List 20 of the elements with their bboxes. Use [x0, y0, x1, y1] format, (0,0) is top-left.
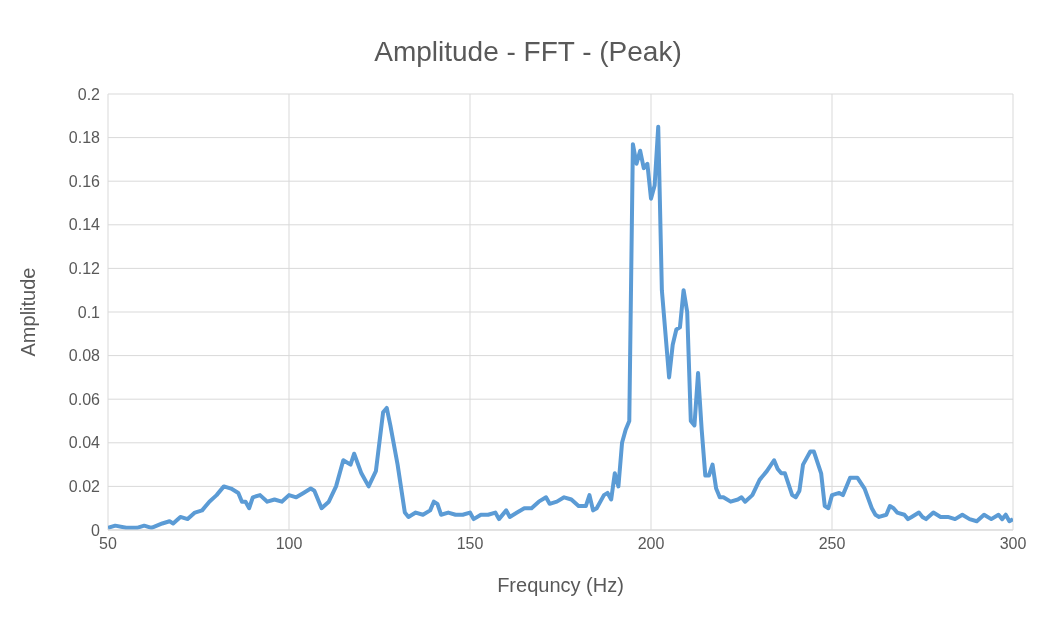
- x-axis-title: Frequncy (Hz): [497, 574, 624, 596]
- x-tick-label: 200: [637, 535, 665, 553]
- y-tick-label: 0.08: [68, 347, 101, 365]
- y-tick-label: 0.02: [68, 478, 101, 496]
- y-tick-label: 0.18: [68, 129, 101, 147]
- y-axis-title: Amplitude: [17, 267, 40, 357]
- y-tick-label: 0.04: [68, 434, 101, 452]
- x-tick-label: 50: [99, 535, 117, 553]
- y-tick-label: 0.14: [68, 216, 101, 234]
- y-tick-label: 0: [91, 521, 101, 539]
- y-tick-label: 0.2: [77, 85, 101, 103]
- x-tick-label: 100: [275, 535, 303, 553]
- x-tick-label: 250: [818, 535, 846, 553]
- x-tick-label: 150: [456, 535, 484, 553]
- y-tick-label: 0.16: [68, 172, 101, 190]
- y-tick-label: 0.1: [77, 303, 101, 321]
- y-tick-label: 0.12: [68, 260, 101, 278]
- y-tick-label: 0.06: [68, 390, 101, 408]
- chart-title: Amplitude - FFT - (Peak): [373, 36, 683, 69]
- x-tick-label: 300: [999, 535, 1027, 553]
